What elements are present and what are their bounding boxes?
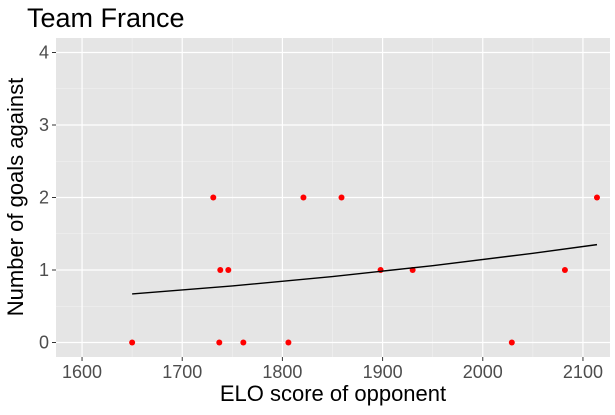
point <box>593 194 600 201</box>
y-axis-title: Number of goals against <box>3 78 28 316</box>
point <box>216 339 223 346</box>
point <box>225 267 232 273</box>
y-tick-label: 0 <box>39 332 49 352</box>
point <box>210 194 217 201</box>
point <box>217 267 224 273</box>
point <box>561 267 568 273</box>
x-tick-label: 2100 <box>563 362 603 382</box>
point <box>338 194 345 201</box>
x-axis-title: ELO score of opponent <box>220 381 446 406</box>
y-tick-label: 4 <box>39 42 49 62</box>
x-tick-label: 2000 <box>463 362 503 382</box>
y-tick-label: 2 <box>39 187 49 207</box>
chart-title: Team France <box>27 3 185 33</box>
point <box>285 339 292 346</box>
y-tick-label: 3 <box>39 115 49 135</box>
x-tick-label: 1600 <box>62 362 102 382</box>
point <box>129 339 136 346</box>
fit-line <box>132 243 598 295</box>
y-tick-label: 1 <box>39 260 49 280</box>
point <box>300 194 307 201</box>
point <box>508 339 515 346</box>
x-tick-label: 1900 <box>363 362 403 382</box>
x-tick-label: 1800 <box>262 362 302 382</box>
x-tick-label: 1700 <box>162 362 202 382</box>
point <box>240 339 247 346</box>
